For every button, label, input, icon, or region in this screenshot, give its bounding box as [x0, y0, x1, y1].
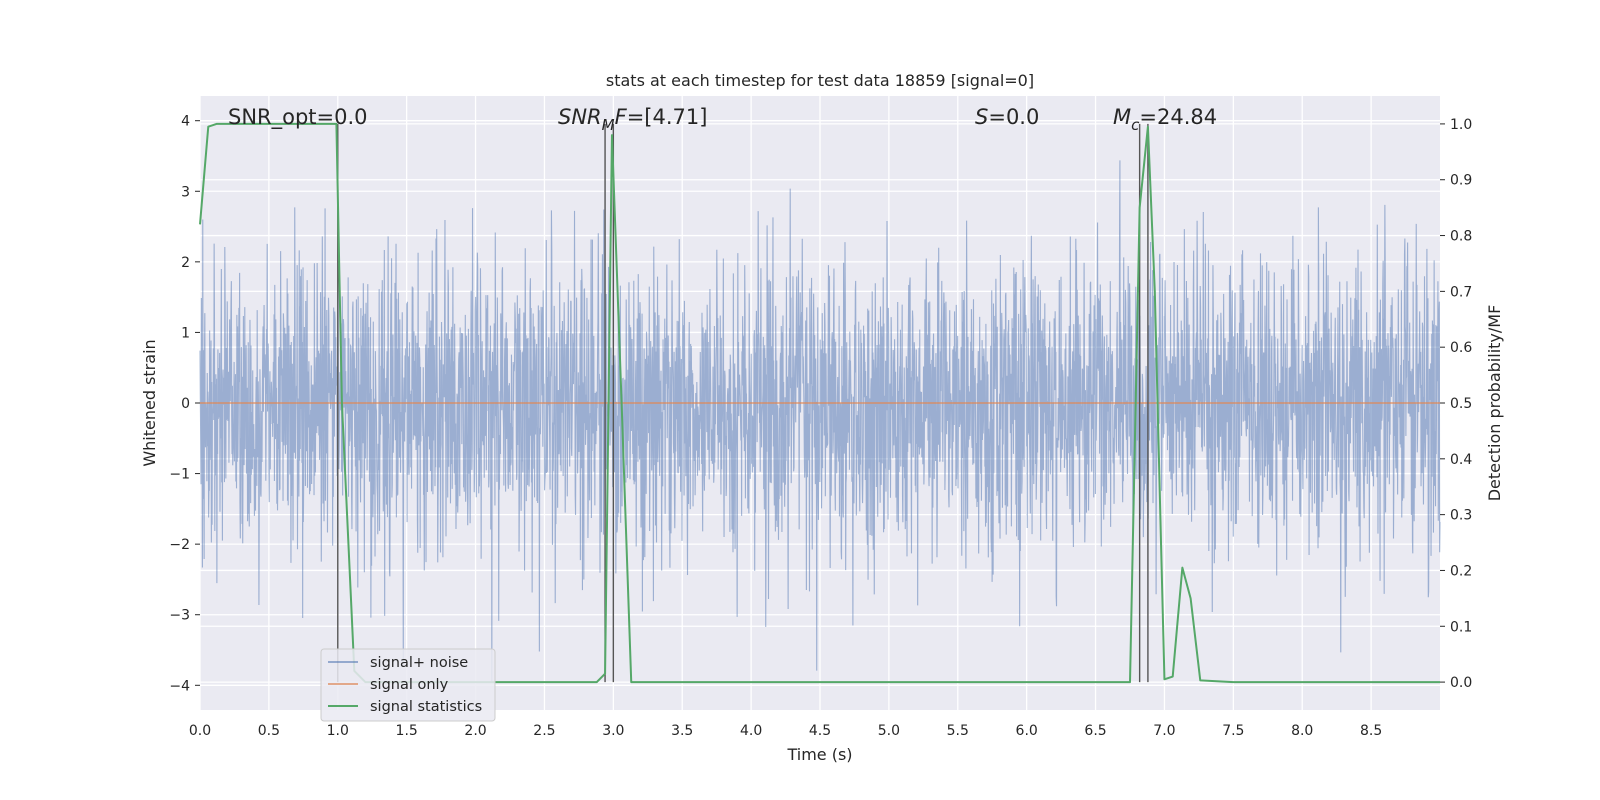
x-tick-label: 6.5: [1084, 723, 1106, 739]
noise-line: [199, 160, 1441, 682]
y2-tick-label: 0.3: [1450, 508, 1472, 524]
y2-axis-label: Detection probability/MF: [1485, 305, 1504, 502]
x-tick-label: 4.5: [809, 723, 831, 739]
y2-tick-label: 0.8: [1450, 229, 1472, 245]
x-tick-label: 1.5: [396, 723, 418, 739]
y-tick-label: 4: [181, 114, 190, 130]
annotation-snr-mf-symbol: SNR: [558, 105, 602, 129]
y2-ticks: 0.0 0.1 0.2 0.3 0.4 0.5 0.6 0.7 0.8 0.9 1.0: [1440, 117, 1472, 691]
y-tick-label: 2: [181, 255, 190, 271]
legend-label-signal: signal only: [370, 677, 449, 693]
annotation-mc-symbol: M: [1113, 105, 1131, 129]
annotation-mc-subscript: c: [1131, 116, 1140, 134]
x-tick-label: 8.5: [1360, 723, 1382, 739]
annotation-snr-mf-value: =[4.71]: [627, 105, 708, 129]
chart-title: stats at each timestep for test data 188…: [606, 71, 1034, 90]
y2-tick-label: 0.7: [1450, 284, 1472, 300]
annotation-snr-mf-symbol2: F: [615, 105, 628, 129]
legend-label-noise: signal+ noise: [370, 655, 468, 671]
y-tick-label: −2: [169, 537, 190, 553]
y2-tick-label: 0.5: [1450, 396, 1472, 412]
x-tick-label: 6.0: [1016, 723, 1038, 739]
y2-tick-label: 0.6: [1450, 340, 1472, 356]
annotation-snr-mf: SNRMF=[4.71]: [558, 105, 707, 134]
annotation-snr-opt: SNR_opt=0.0: [228, 105, 368, 130]
x-ticks: 0.0 0.5 1.0 1.5 2.0 2.5 3.0 3.5 4.0 4.5 5.0 5.5 6.0 6…: [189, 723, 1382, 739]
x-tick-label: 7.5: [1222, 723, 1244, 739]
x-tick-label: 1.0: [327, 723, 349, 739]
legend: signal+ noise signal only signal statist…: [320, 648, 496, 722]
y-tick-label: 0: [181, 396, 190, 412]
y-tick-label: −3: [169, 608, 190, 624]
annotation-s-symbol: S: [975, 105, 988, 129]
signal-statistics-line: [199, 122, 1440, 684]
annotation-s: S=0.0: [975, 105, 1039, 129]
y2-tick-label: 0.2: [1450, 563, 1472, 579]
x-axis-label: Time (s): [786, 745, 852, 764]
legend-box: [320, 648, 496, 722]
x-tick-label: 5.0: [878, 723, 900, 739]
x-tick-label: 0.0: [189, 723, 211, 739]
y2-tick-label: 0.0: [1450, 675, 1472, 691]
y-tick-label: 3: [181, 184, 190, 200]
annotation-mc-value: =24.84: [1139, 105, 1217, 129]
signal-statistics-series: [199, 122, 1440, 684]
x-tick-label: 5.5: [947, 723, 969, 739]
y-axis-label: Whitened strain: [140, 339, 159, 466]
x-tick-label: 7.0: [1153, 723, 1175, 739]
x-tick-label: 3.5: [671, 723, 693, 739]
annotation-s-value: =0.0: [988, 105, 1039, 129]
y-tick-label: −1: [169, 467, 190, 483]
y-tick-label: −4: [169, 678, 190, 694]
x-tick-label: 2.5: [533, 723, 555, 739]
x-tick-label: 4.0: [740, 723, 762, 739]
annotation-mc: Mc=24.84: [1113, 105, 1217, 134]
y2-tick-label: 0.1: [1450, 619, 1472, 635]
annotation-snr-mf-subscript: M: [602, 116, 615, 134]
detection-vlines: [337, 123, 1149, 683]
y-ticks: −4 −3 −2 −1 0 1 2 3 4: [169, 114, 200, 694]
y2-tick-label: 1.0: [1450, 117, 1472, 133]
x-tick-label: 2.0: [464, 723, 486, 739]
x-tick-label: 3.0: [602, 723, 624, 739]
x-tick-label: 0.5: [258, 723, 280, 739]
y2-tick-label: 0.4: [1450, 452, 1472, 468]
legend-label-stats: signal statistics: [370, 699, 482, 715]
noise-series: [199, 160, 1441, 682]
y2-tick-label: 0.9: [1450, 173, 1472, 189]
y-tick-label: 1: [181, 325, 190, 341]
x-tick-label: 8.0: [1291, 723, 1313, 739]
